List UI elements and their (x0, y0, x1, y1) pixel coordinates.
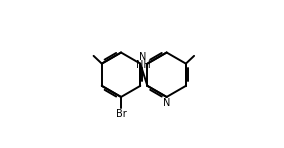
Text: Br: Br (116, 109, 126, 119)
Text: N: N (139, 53, 146, 62)
Text: N: N (163, 98, 170, 108)
Text: NH: NH (137, 60, 151, 70)
